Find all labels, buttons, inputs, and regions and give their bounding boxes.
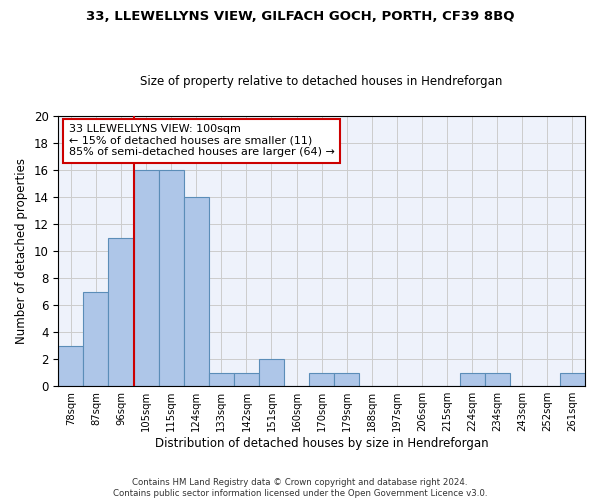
Text: Contains HM Land Registry data © Crown copyright and database right 2024.
Contai: Contains HM Land Registry data © Crown c… xyxy=(113,478,487,498)
Bar xyxy=(58,346,83,386)
Text: 33, LLEWELLYNS VIEW, GILFACH GOCH, PORTH, CF39 8BQ: 33, LLEWELLYNS VIEW, GILFACH GOCH, PORTH… xyxy=(86,10,514,23)
Y-axis label: Number of detached properties: Number of detached properties xyxy=(15,158,28,344)
Bar xyxy=(109,238,134,386)
Bar xyxy=(460,372,485,386)
Bar xyxy=(184,197,209,386)
Bar xyxy=(485,372,510,386)
Bar xyxy=(334,372,359,386)
Bar xyxy=(158,170,184,386)
Bar xyxy=(309,372,334,386)
Bar xyxy=(209,372,234,386)
Bar xyxy=(259,359,284,386)
Bar xyxy=(560,372,585,386)
Bar xyxy=(234,372,259,386)
Bar xyxy=(83,292,109,386)
Text: 33 LLEWELLYNS VIEW: 100sqm
← 15% of detached houses are smaller (11)
85% of semi: 33 LLEWELLYNS VIEW: 100sqm ← 15% of deta… xyxy=(69,124,335,158)
Bar xyxy=(134,170,158,386)
X-axis label: Distribution of detached houses by size in Hendreforgan: Distribution of detached houses by size … xyxy=(155,437,488,450)
Title: Size of property relative to detached houses in Hendreforgan: Size of property relative to detached ho… xyxy=(140,76,503,88)
